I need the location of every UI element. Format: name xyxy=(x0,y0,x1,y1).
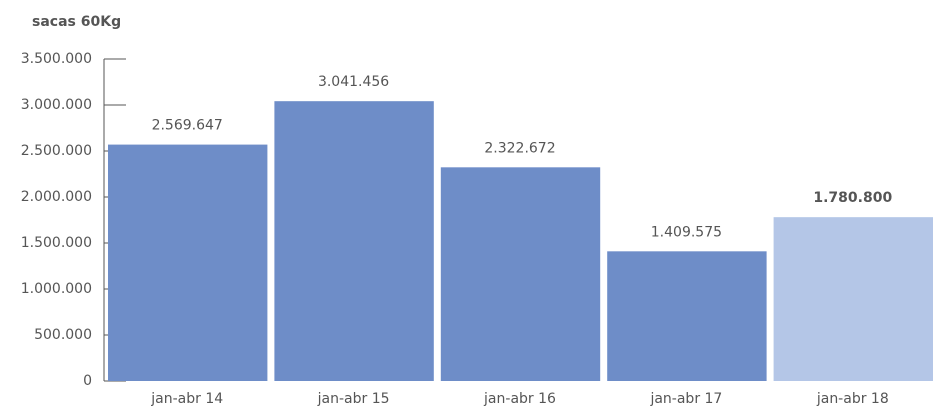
bar xyxy=(440,167,601,381)
value-label: 1.780.800 xyxy=(813,190,892,206)
value-label: 1.409.575 xyxy=(651,224,722,240)
x-tick-label: jan-abr 16 xyxy=(483,391,556,407)
y-tick-label: 2.500.000 xyxy=(21,143,92,159)
bar xyxy=(773,217,933,381)
value-label: 3.041.456 xyxy=(318,74,389,90)
y-tick-label: 3.000.000 xyxy=(21,97,92,113)
bar xyxy=(108,144,268,381)
x-tick-label: jan-abr 17 xyxy=(649,391,722,407)
y-tick-label: 2.000.000 xyxy=(21,189,92,205)
bar xyxy=(274,101,434,382)
y-tick-label: 500.000 xyxy=(34,327,92,343)
y-tick-label: 3.500.000 xyxy=(21,51,92,67)
x-tick-label: jan-abr 18 xyxy=(816,391,889,407)
y-tick-label: 1.500.000 xyxy=(21,235,92,251)
y-axis-label: sacas 60Kg xyxy=(32,14,121,30)
bar xyxy=(607,251,767,381)
y-tick-label: 0 xyxy=(83,373,92,389)
y-tick-label: 1.000.000 xyxy=(21,281,92,297)
x-tick-label: jan-abr 15 xyxy=(317,391,390,407)
value-label: 2.322.672 xyxy=(484,140,555,156)
x-tick-label: jan-abr 14 xyxy=(150,391,223,407)
value-label: 2.569.647 xyxy=(152,118,223,134)
